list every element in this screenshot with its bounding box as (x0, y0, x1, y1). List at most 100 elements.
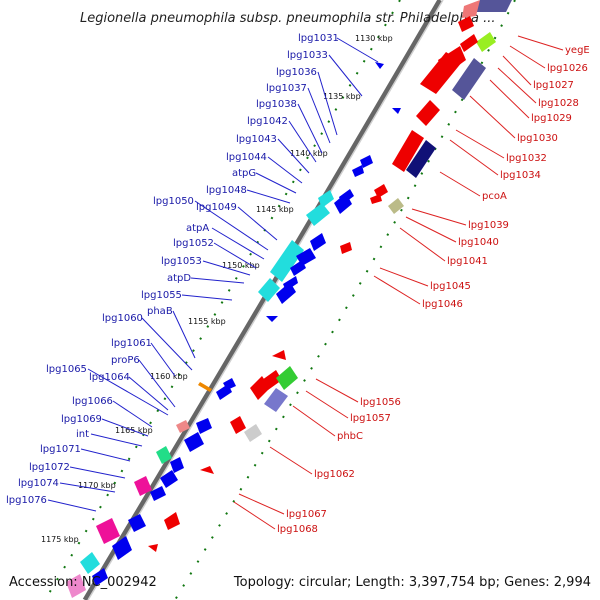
gene-label[interactable]: lpg1040 (458, 237, 499, 248)
gene-label[interactable]: lpg1039 (468, 220, 509, 231)
gene-label[interactable]: phbC (337, 431, 363, 442)
gene-label[interactable]: lpg1060 (102, 313, 143, 324)
gene-arrow[interactable] (230, 416, 246, 434)
gene-arrow[interactable] (223, 378, 236, 390)
gene-arrow[interactable] (392, 108, 401, 114)
gene-label[interactable]: lpg1055 (141, 290, 182, 301)
gene-box[interactable] (276, 366, 298, 390)
gene-box[interactable] (474, 0, 512, 12)
gene-box[interactable] (476, 32, 496, 52)
gene-box[interactable] (262, 370, 282, 390)
gene-label[interactable]: lpg1048 (206, 185, 247, 196)
gene-arrow[interactable] (370, 194, 382, 204)
gene-box[interactable] (270, 240, 304, 282)
gene-label[interactable]: lpg1074 (18, 478, 59, 489)
gene-label[interactable]: pcoA (482, 191, 507, 202)
gene-label[interactable]: lpg1033 (287, 50, 328, 61)
gene-box[interactable] (264, 388, 288, 412)
gene-box[interactable] (134, 476, 152, 496)
gene-label[interactable]: lpg1043 (236, 134, 277, 145)
gene-label[interactable]: lpg1069 (61, 414, 102, 425)
gene-arrow[interactable] (164, 512, 180, 530)
gene-box[interactable] (452, 58, 486, 100)
gene-label[interactable]: lpg1056 (360, 397, 401, 408)
gene-arrow[interactable] (196, 418, 212, 434)
gene-label[interactable]: lpg1061 (111, 338, 152, 349)
gene-box[interactable] (176, 420, 190, 433)
gene-label[interactable]: lpg1066 (72, 396, 113, 407)
gene-label[interactable]: lpg1031 (298, 33, 339, 44)
gene-label[interactable]: lpg1038 (256, 99, 297, 110)
gene-arrow[interactable] (170, 457, 184, 473)
gene-label[interactable]: lpg1034 (500, 170, 541, 181)
gene-label[interactable]: lpg1050 (153, 196, 194, 207)
gene-label[interactable]: lpg1046 (422, 299, 463, 310)
gene-label[interactable]: lpg1062 (314, 469, 355, 480)
gene-arrow[interactable] (374, 184, 388, 198)
gene-arrow[interactable] (458, 16, 474, 32)
gene-box[interactable] (388, 198, 404, 214)
gene-label[interactable]: yegE (565, 45, 590, 56)
gene-label[interactable]: lpg1065 (46, 364, 87, 375)
gene-arrow[interactable] (92, 568, 108, 586)
gene-arrow[interactable] (112, 536, 132, 560)
gene-label[interactable]: lpg1029 (531, 113, 572, 124)
gene-label[interactable]: lpg1067 (286, 509, 327, 520)
gene-label[interactable]: lpg1044 (226, 152, 267, 163)
gene-box[interactable] (306, 203, 330, 226)
gene-label[interactable]: atpD (167, 273, 191, 284)
gene-arrow[interactable] (360, 155, 373, 168)
gene-label[interactable]: phaB (147, 306, 173, 317)
gene-arrow[interactable] (340, 242, 352, 254)
gene-label[interactable]: lpg1036 (276, 67, 317, 78)
gene-arrow[interactable] (290, 260, 306, 276)
gene-box[interactable] (198, 382, 212, 392)
gene-label[interactable]: lpg1030 (517, 133, 558, 144)
gene-arrow[interactable] (460, 34, 478, 52)
gene-box[interactable] (244, 424, 262, 442)
gene-box[interactable] (66, 574, 86, 598)
gene-label[interactable]: lpg1032 (506, 153, 547, 164)
gene-label[interactable]: atpA (186, 223, 209, 234)
gene-label[interactable]: int (76, 429, 89, 440)
gene-arrow[interactable] (160, 470, 178, 488)
gene-label[interactable]: lpg1041 (447, 256, 488, 267)
gene-label[interactable]: lpg1076 (6, 495, 47, 506)
gene-box[interactable] (80, 552, 100, 574)
gene-arrow[interactable] (266, 316, 278, 322)
gene-label[interactable]: lpg1057 (350, 413, 391, 424)
gene-arrow[interactable] (339, 189, 354, 205)
gene-arrow[interactable] (148, 544, 158, 552)
gene-arrow[interactable] (352, 165, 364, 177)
gene-box[interactable] (406, 140, 436, 178)
gene-arrow[interactable] (416, 100, 440, 126)
gene-label[interactable]: proP6 (111, 355, 140, 366)
gene-arrow[interactable] (128, 514, 146, 532)
gene-label[interactable]: lpg1042 (247, 116, 288, 127)
gene-label[interactable]: lpg1064 (89, 372, 130, 383)
gene-arrow[interactable] (310, 233, 326, 251)
gene-label[interactable]: lpg1052 (173, 238, 214, 249)
gene-box[interactable] (258, 278, 280, 302)
gene-arrow[interactable] (184, 432, 204, 452)
gene-label[interactable]: lpg1072 (29, 462, 70, 473)
gene-label[interactable]: lpg1026 (547, 63, 588, 74)
gene-arrow[interactable] (200, 466, 214, 474)
gene-box[interactable] (462, 0, 480, 18)
gene-box[interactable] (420, 52, 462, 94)
gene-label[interactable]: lpg1053 (161, 256, 202, 267)
gene-arrow[interactable] (272, 350, 286, 360)
gene-arrow[interactable] (375, 62, 384, 69)
gene-arrow[interactable] (283, 276, 298, 291)
gene-label[interactable]: lpg1027 (533, 80, 574, 91)
gene-arrow[interactable] (150, 486, 166, 501)
gene-label[interactable]: lpg1045 (430, 281, 471, 292)
gene-box[interactable] (96, 518, 120, 544)
gene-label[interactable]: lpg1028 (538, 98, 579, 109)
gene-label[interactable]: lpg1037 (266, 83, 307, 94)
gene-label[interactable]: lpg1068 (277, 524, 318, 535)
gene-label[interactable]: lpg1049 (196, 202, 237, 213)
gene-box[interactable] (392, 130, 424, 172)
gene-box[interactable] (156, 446, 172, 464)
gene-label[interactable]: atpG (232, 168, 256, 179)
